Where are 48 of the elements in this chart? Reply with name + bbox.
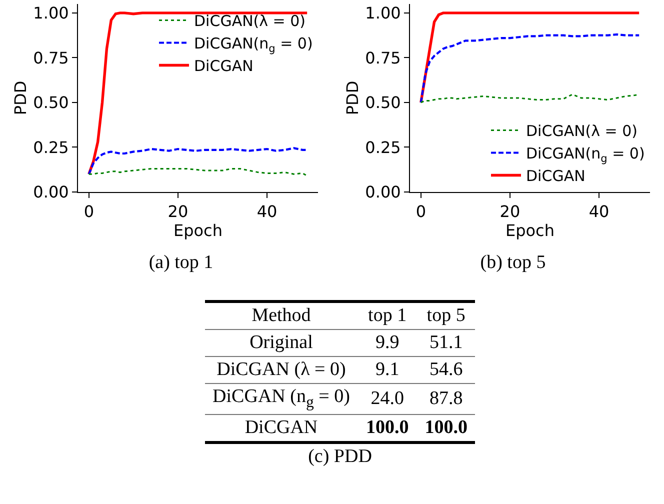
y-tick-label: 0.75 <box>33 48 69 68</box>
x-tick-label: 0 <box>416 202 426 222</box>
text: top 5 <box>426 304 466 328</box>
y-tick-label: 0.75 <box>365 48 401 68</box>
text: (b) top 5 <box>479 252 547 274</box>
legend-label: DiCGAN(λ = 0) <box>194 12 306 30</box>
x-tick-label: 40 <box>256 202 278 222</box>
line-series <box>88 168 308 177</box>
y-tick-label: 0.50 <box>365 93 401 112</box>
x-tick-label: 0 <box>84 202 94 222</box>
text: (c) PDD <box>307 446 373 468</box>
x-axis-title: Epoch <box>174 221 222 240</box>
data-label: 54.6 <box>416 356 476 384</box>
y-tick-label: 1.00 <box>33 4 69 23</box>
data-label: 51.1 <box>416 330 476 356</box>
x-tick-label: 40 <box>588 202 610 222</box>
text: (a) top 1 <box>148 252 214 274</box>
text: top 1 <box>367 304 408 328</box>
y-tick-label: 0.00 <box>33 182 69 202</box>
category-label: DiCGAN (λ = 0) <box>204 356 358 384</box>
y-tick-label: 0.25 <box>33 138 69 157</box>
data-label: 24.0 <box>358 384 417 414</box>
line-series <box>420 33 640 104</box>
legend-label: DiCGAN <box>194 57 254 76</box>
data-label: 87.8 <box>416 384 476 414</box>
data-label: 100.0 <box>424 416 468 438</box>
legend-label: DiCGAN(n$_{g}$ = 0) <box>194 34 313 55</box>
y-tick-label: 1.00 <box>365 4 401 23</box>
y-tick-label: 0.50 <box>33 93 69 112</box>
y-tick-label: 0.25 <box>365 138 401 157</box>
x-tick-label: 20 <box>500 202 520 222</box>
legend-label: DiCGAN <box>526 167 586 186</box>
data-label: 9.9 <box>358 330 417 356</box>
line-series <box>88 147 308 176</box>
x-axis-title: Epoch <box>506 221 554 240</box>
category-label: DiCGAN <box>204 414 358 442</box>
data-label: 9.1 <box>358 356 417 384</box>
line-series <box>420 12 640 104</box>
data-label: 100.0 <box>366 416 409 438</box>
category-label: DiCGAN (n$_{g}$ = 0) <box>204 384 358 414</box>
legend-label: DiCGAN(n$_{g}$ = 0) <box>526 144 645 165</box>
y-axis-title: PDD <box>11 80 30 116</box>
y-axis-title: PDD <box>343 80 362 116</box>
legend-label: DiCGAN(λ = 0) <box>526 122 638 140</box>
y-tick-label: 0.00 <box>365 182 401 202</box>
text: Method <box>250 304 312 328</box>
x-tick-label: 20 <box>168 202 188 222</box>
category-label: Original <box>204 330 358 356</box>
